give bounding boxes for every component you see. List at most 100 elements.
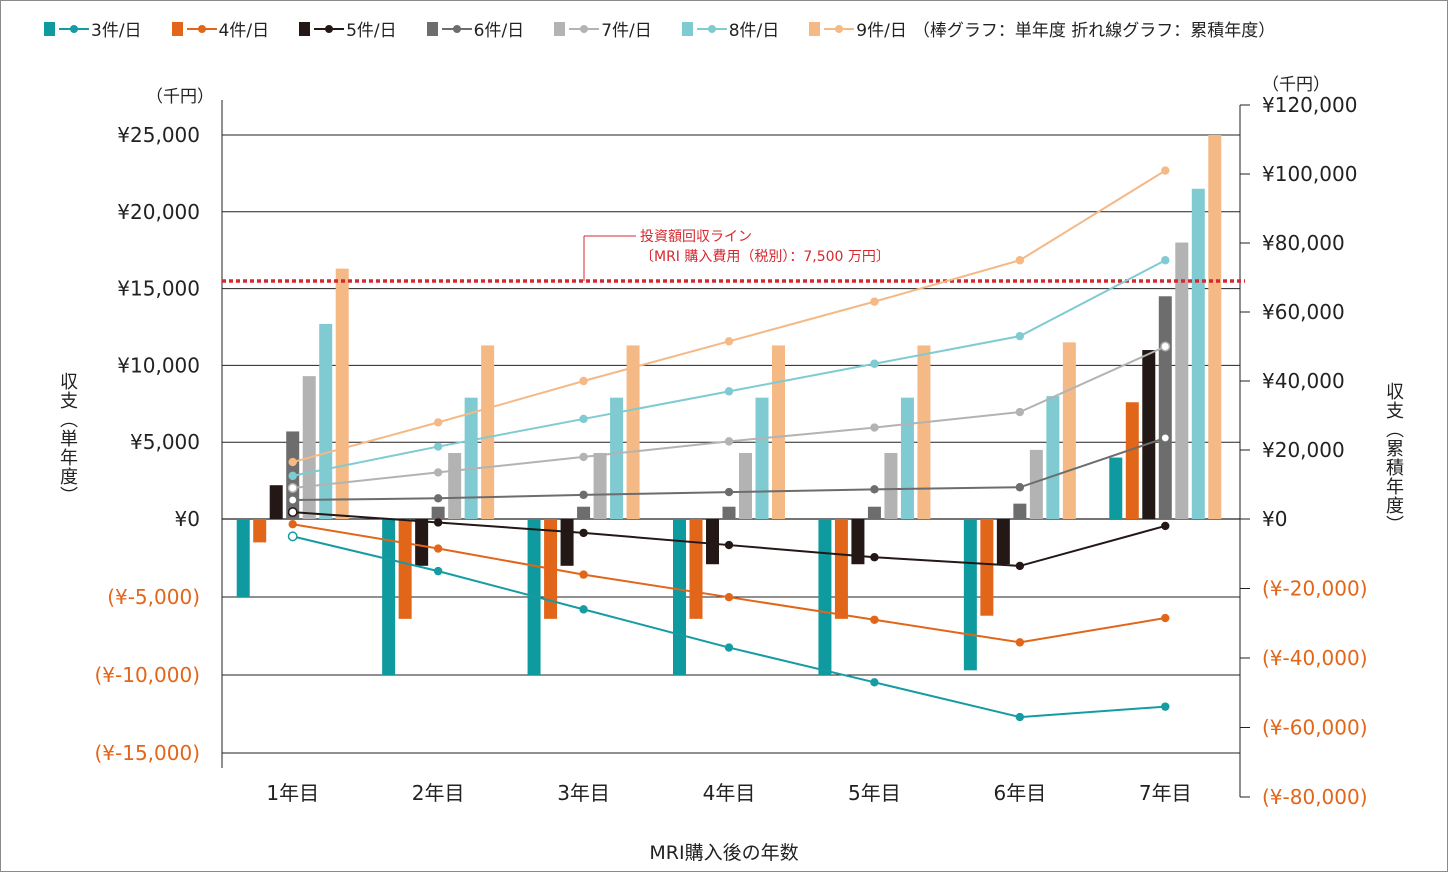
- line-point: [870, 485, 879, 494]
- line-point: [287, 483, 298, 493]
- legend-line-swatch: [824, 22, 855, 36]
- line-point: [870, 297, 879, 306]
- bar: [302, 376, 316, 519]
- left-tick-label: ¥5,000: [130, 430, 200, 454]
- bar: [319, 323, 333, 519]
- line-point: [579, 414, 588, 424]
- legend-line-swatch: [569, 22, 600, 36]
- line-point: [1161, 521, 1170, 531]
- right-tick-label: ¥80,000: [1262, 231, 1345, 255]
- legend-item: 8件/日: [681, 16, 780, 41]
- legend-line-swatch: [696, 22, 727, 36]
- line-point: [579, 376, 588, 386]
- bar: [818, 519, 832, 675]
- line-point: [1015, 561, 1025, 571]
- legend-label: 9件/日: [856, 21, 907, 41]
- x-tick-label: 5年目: [848, 781, 901, 805]
- bar: [963, 519, 977, 671]
- bar: [851, 519, 865, 565]
- legend-bar-swatch: [44, 21, 55, 36]
- x-tick-label: 6年目: [993, 781, 1046, 805]
- x-tick-label: 3年目: [557, 781, 610, 805]
- bar: [722, 506, 736, 519]
- bar: [980, 519, 994, 616]
- line-point: [870, 615, 879, 624]
- left-axis-title: 収支（単年度）: [57, 372, 78, 505]
- right-tick-label: (¥-80,000): [1262, 785, 1368, 809]
- line-point: [1161, 256, 1170, 265]
- legend-item: 5件/日: [299, 16, 397, 41]
- legend-line-swatch: [186, 22, 217, 36]
- series-line: [292, 169, 1166, 464]
- line-point: [433, 566, 443, 576]
- legend-label: 5件/日: [346, 21, 397, 41]
- legend-item: 3件/日: [44, 16, 142, 41]
- bar: [448, 452, 462, 519]
- line-point: [433, 468, 443, 477]
- reference-label: 投資額回収ライン: [640, 229, 752, 245]
- line-point: [724, 540, 734, 550]
- legend-note: （棒グラフ：単年度 折れ線グラフ：累積年度）: [912, 21, 1276, 41]
- legend-label: 8件/日: [728, 21, 780, 41]
- line-point: [1015, 256, 1025, 265]
- right-tick-label: (¥-20,000): [1262, 577, 1368, 601]
- right-tick-label: ¥60,000: [1262, 300, 1345, 324]
- left-tick-label: ¥15,000: [117, 277, 200, 301]
- legend-line-swatch: [314, 22, 345, 36]
- bar: [917, 345, 931, 519]
- bar: [415, 519, 429, 566]
- line-point: [870, 423, 879, 432]
- bar: [464, 397, 478, 519]
- right-tick-label: ¥40,000: [1262, 369, 1345, 393]
- line-point: [724, 487, 734, 497]
- line-point: [287, 531, 298, 542]
- bar: [1208, 135, 1222, 519]
- left-tick-label: ¥20,000: [117, 200, 200, 224]
- legend-bar-swatch: [681, 21, 693, 36]
- bar: [626, 345, 640, 519]
- bar: [398, 519, 412, 619]
- line-point: [1160, 341, 1171, 352]
- bar: [1046, 396, 1060, 519]
- bar: [834, 519, 848, 619]
- legend-label: 4件/日: [218, 21, 270, 41]
- line-point: [579, 490, 588, 500]
- right-tick-label: (¥-40,000): [1262, 646, 1368, 670]
- bar: [884, 452, 898, 519]
- bar: [1125, 402, 1139, 519]
- x-tick-label: 1年目: [266, 781, 319, 805]
- legend-label: 3件/日: [91, 21, 142, 41]
- line-point: [870, 553, 879, 562]
- legend-item: 4件/日: [171, 16, 270, 41]
- bar: [236, 519, 250, 597]
- line-point: [870, 359, 879, 368]
- bar: [610, 397, 624, 519]
- left-tick-label: ¥10,000: [117, 353, 200, 377]
- bar: [577, 506, 591, 519]
- bar: [772, 345, 785, 519]
- legend: 3件/日 4件/日 5件/日 6件/日 7件/日 8件/日 9件/日 （棒グラフ：単年度 折れ…: [44, 16, 1275, 41]
- bar: [1191, 188, 1205, 519]
- bar: [1013, 503, 1027, 519]
- bar: [867, 506, 881, 519]
- legend-item: 7件/日: [554, 16, 652, 41]
- line-point: [287, 507, 298, 518]
- right-tick-label: ¥100,000: [1262, 162, 1357, 186]
- line-point: [579, 452, 588, 462]
- line-point: [724, 592, 734, 602]
- line-point: [1015, 712, 1025, 722]
- bar: [755, 397, 769, 519]
- x-axis-title: MRI購入後の年数: [649, 842, 799, 864]
- line-point: [579, 528, 588, 538]
- line-point: [1160, 432, 1171, 443]
- legend-bar-swatch: [171, 21, 183, 36]
- line-point: [724, 387, 734, 396]
- line-point: [287, 495, 298, 505]
- line-point: [1015, 407, 1025, 417]
- bar: [1175, 242, 1189, 519]
- legend-line-swatch: [441, 22, 472, 36]
- bar: [593, 452, 607, 519]
- right-tick-label: (¥-60,000): [1262, 716, 1368, 740]
- right-axis-title: 収支（累積年度）: [1383, 382, 1404, 534]
- legend-bar-swatch: [554, 21, 566, 36]
